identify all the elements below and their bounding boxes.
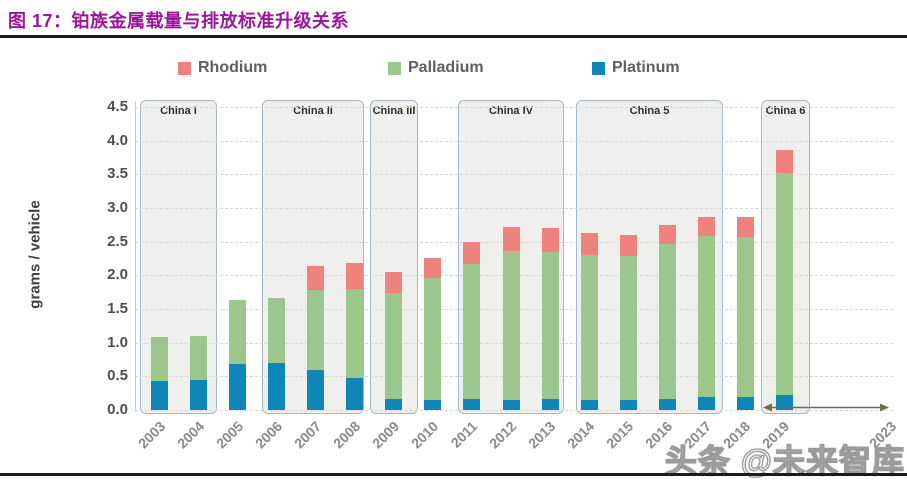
stage-label: China 5 xyxy=(629,105,670,117)
bar-2013-palladium-segment xyxy=(541,252,559,400)
y-tick-label: 0.5 xyxy=(107,367,128,385)
rhodium-color-swatch-icon xyxy=(178,61,191,75)
bar-2012-rhodium-segment xyxy=(502,226,520,252)
bar-2019-palladium-segment xyxy=(775,172,793,396)
page-title: 图 17：铂族金属载量与排放标准升级关系 xyxy=(8,11,350,31)
legend-item-platinum: Platinum xyxy=(592,58,680,78)
bar-2018-platinum-segment xyxy=(736,396,754,410)
bar-2007-platinum-segment xyxy=(307,369,325,410)
y-axis-line xyxy=(135,101,136,412)
bar-2017-rhodium-segment xyxy=(697,217,715,237)
bar-2017-platinum-segment xyxy=(697,396,715,410)
bar-2004-platinum-segment xyxy=(190,379,208,410)
gridline xyxy=(135,174,893,176)
bar-2016-platinum-segment xyxy=(658,398,676,410)
bar-2014-rhodium-segment xyxy=(580,232,598,256)
bar-2016-palladium-segment xyxy=(658,244,676,399)
bar-2009-platinum-segment xyxy=(385,398,403,410)
y-tick-label: 2.0 xyxy=(107,266,128,284)
bar-2011-rhodium-segment xyxy=(463,241,481,264)
bar-2018-rhodium-segment xyxy=(736,216,754,237)
legend-item-rhodium: Rhodium xyxy=(178,58,267,78)
chart-legend: Rhodium Palladium Platinum xyxy=(0,58,907,80)
bar-2011-palladium-segment xyxy=(463,263,481,399)
bar-2004-palladium-segment xyxy=(190,335,208,380)
double-arrow-icon xyxy=(763,403,889,412)
bar-2010-palladium-segment xyxy=(424,278,442,400)
bar-2016-rhodium-segment xyxy=(658,224,676,245)
legend-label: Rhodium xyxy=(198,59,268,76)
stage-label: China IV xyxy=(488,105,533,117)
bar-2010-rhodium-segment xyxy=(424,257,442,278)
bar-2003-platinum-segment xyxy=(151,381,168,410)
bar-2010-platinum-segment xyxy=(424,399,442,410)
bar-2006-palladium-segment xyxy=(268,297,286,363)
gridline xyxy=(135,140,893,142)
bar-2015-platinum-segment xyxy=(619,399,637,410)
bar-2006-platinum-segment xyxy=(268,362,286,410)
legend-item-palladium: Palladium xyxy=(388,58,484,78)
gridline xyxy=(135,208,893,209)
bar-2005-palladium-segment xyxy=(229,300,247,365)
figure-bottom-line xyxy=(0,473,907,476)
bar-2007-rhodium-segment xyxy=(307,265,325,291)
bar-2014-palladium-segment xyxy=(580,255,598,400)
stage-label: China II xyxy=(293,105,333,117)
bar-2012-platinum-segment xyxy=(502,399,520,410)
bar-2008-rhodium-segment xyxy=(346,263,364,289)
platinum-color-swatch-icon xyxy=(592,61,605,75)
y-tick-label: 1.5 xyxy=(107,300,128,317)
y-tick-label: 2.5 xyxy=(107,232,128,250)
bar-2017-palladium-segment xyxy=(697,236,715,397)
stage-box-china-iii: China III xyxy=(370,100,418,414)
bar-2015-rhodium-segment xyxy=(619,234,637,257)
bar-2007-palladium-segment xyxy=(307,290,325,370)
stage-label: China III xyxy=(372,105,416,117)
gridline xyxy=(135,107,893,108)
gridline xyxy=(135,410,893,411)
bar-2009-palladium-segment xyxy=(385,292,403,399)
bar-2009-rhodium-segment xyxy=(385,271,403,293)
legend-label: Platinum xyxy=(612,59,680,76)
bar-2003-palladium-segment xyxy=(151,337,168,382)
timeline-arrow xyxy=(763,401,889,419)
bar-2013-platinum-segment xyxy=(541,399,559,410)
bar-2008-palladium-segment xyxy=(346,288,364,379)
title-divider-line xyxy=(0,35,907,38)
bar-2005-platinum-segment xyxy=(229,364,247,410)
bar-2019-platinum-segment xyxy=(775,395,793,410)
bar-2013-rhodium-segment xyxy=(541,228,559,253)
y-tick-label: 1.0 xyxy=(107,333,128,351)
bar-2015-palladium-segment xyxy=(619,256,637,400)
bar-2018-palladium-segment xyxy=(736,236,754,397)
bar-2011-platinum-segment xyxy=(463,398,481,410)
y-tick-label: 4.5 xyxy=(107,98,128,115)
legend-label: Palladium xyxy=(408,59,484,76)
stage-label: China 6 xyxy=(765,105,806,117)
y-tick-label: 3.0 xyxy=(107,199,128,216)
y-tick-label: 3.5 xyxy=(107,165,128,183)
bar-2012-palladium-segment xyxy=(502,251,520,400)
bar-2008-platinum-segment xyxy=(346,378,364,410)
palladium-color-swatch-icon xyxy=(388,61,401,75)
bar-2014-platinum-segment xyxy=(580,399,598,410)
y-tick-label: 0.0 xyxy=(107,401,128,418)
bar-2019-rhodium-segment xyxy=(775,150,793,173)
stage-label: China I xyxy=(160,105,197,117)
y-tick-label: 4.0 xyxy=(107,131,128,149)
